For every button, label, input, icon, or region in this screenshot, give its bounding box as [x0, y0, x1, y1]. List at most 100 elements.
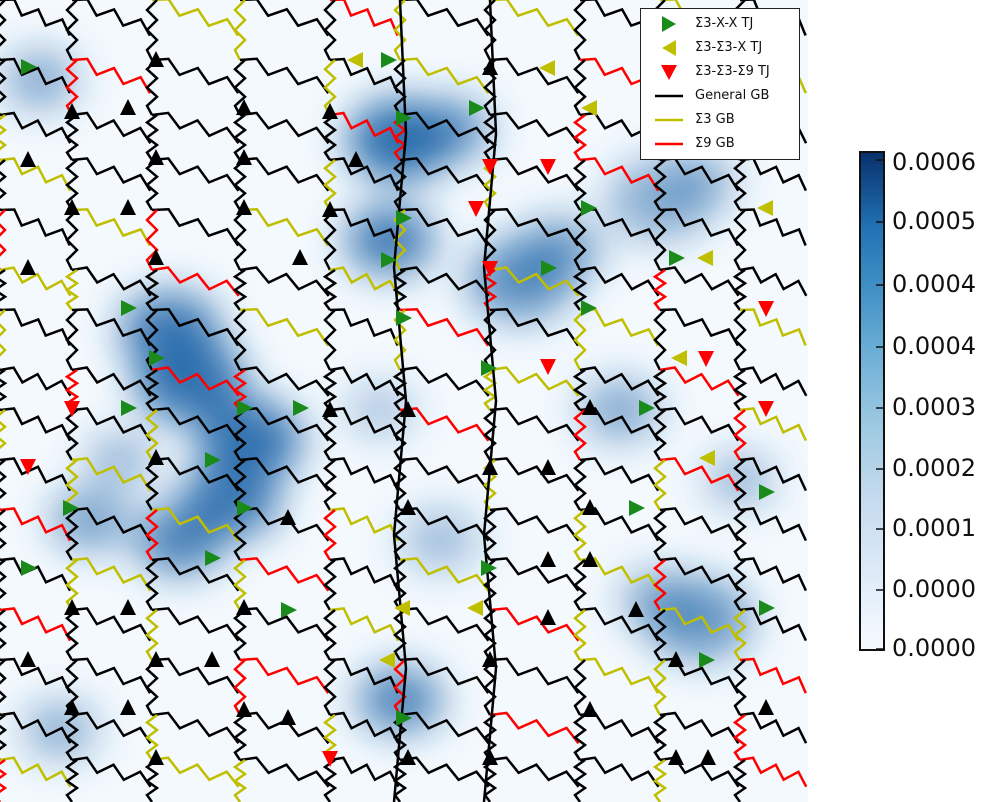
triple-junction-triangle-down — [698, 351, 714, 367]
grain-boundary — [483, 409, 497, 461]
grain-boundary — [572, 268, 588, 311]
triple-junction-triangle-up — [540, 609, 556, 625]
grain-boundary — [151, 711, 240, 745]
grain-boundary — [659, 366, 740, 397]
grain-boundary — [483, 0, 497, 61]
triple-junction-triangle-up — [348, 151, 364, 167]
triple-junction-triangle-up — [148, 249, 164, 265]
grain-boundary — [573, 409, 587, 461]
triple-junction-triangle-right — [396, 310, 412, 326]
grain-boundary — [399, 111, 490, 145]
grain-boundary — [579, 507, 660, 542]
grain-boundary — [392, 114, 408, 161]
triple-junction-triangle-right — [669, 250, 685, 266]
grain-boundary — [733, 559, 747, 611]
grain-boundary — [323, 309, 337, 371]
triple-junction-triangle-up — [280, 509, 296, 525]
grain-boundary — [489, 157, 580, 192]
grain-boundary — [239, 308, 330, 347]
grain-boundary — [573, 209, 587, 271]
triple-junction-triangle-up — [204, 651, 220, 667]
colorbar-gradient — [859, 151, 885, 651]
grain-boundary — [71, 407, 152, 442]
grain-boundary — [659, 266, 740, 297]
triple-junction-triangle-up — [148, 449, 164, 465]
triple-junction-triangle-up — [148, 149, 164, 165]
triple-junction-triangle-right — [481, 560, 497, 576]
grain-boundary — [239, 111, 330, 145]
grain-boundary — [739, 308, 807, 346]
triple-junction-triangle-up — [700, 749, 716, 765]
grain-boundary — [0, 607, 72, 642]
triple-junction-triangle-up — [120, 599, 136, 615]
colorbar-tick-label: 0.0002 — [892, 454, 976, 482]
grain-boundary — [0, 557, 72, 592]
grain-boundary — [490, 0, 580, 37]
colorbar-tick-label: 0.0006 — [892, 148, 976, 176]
legend-entry-s3s3x: Σ3-Σ3-X TJ — [641, 37, 799, 59]
grain-boundary — [739, 711, 808, 744]
triple-junction-triangle-up — [120, 699, 136, 715]
triple-junction-triangle-left — [394, 600, 410, 616]
triple-junction-triangle-up — [400, 749, 416, 765]
grain-boundary — [393, 459, 407, 511]
grain-boundary — [489, 457, 580, 492]
triple-junction-triangle-up — [758, 699, 774, 715]
grain-boundary — [0, 308, 71, 347]
grain-boundary — [399, 266, 490, 297]
grain-boundary — [573, 459, 587, 511]
legend-label: Σ3-Σ3-X TJ — [695, 40, 763, 55]
grain-boundary — [739, 366, 808, 397]
grain-boundary — [579, 208, 659, 247]
triple-junction-triangle-right — [581, 300, 597, 316]
grain-boundary — [489, 507, 580, 542]
grain-boundary — [399, 557, 490, 592]
grain-boundary — [329, 57, 399, 94]
red-line-icon — [655, 142, 683, 146]
grain-boundary — [653, 609, 667, 661]
grain-boundary — [739, 208, 807, 246]
triple-junction-triangle-down — [482, 159, 498, 175]
triple-junction-triangle-left — [347, 52, 363, 68]
grain-boundary — [579, 366, 660, 397]
grain-boundary — [65, 509, 79, 561]
red-triangle-down-icon — [661, 65, 677, 80]
grain-boundary — [0, 507, 72, 542]
grain-boundary — [233, 659, 247, 716]
grain-boundary — [732, 368, 748, 411]
grain-boundary — [489, 308, 580, 347]
grain-boundary — [482, 0, 498, 802]
grain-boundary — [71, 607, 152, 642]
triple-junction-triangle-up — [236, 599, 252, 615]
triple-junction-triangle-right — [121, 300, 137, 316]
grain-boundary — [739, 507, 808, 542]
grain-boundary — [739, 756, 808, 788]
triple-junction-triangle-left — [379, 652, 395, 668]
grain-boundary — [659, 308, 739, 347]
legend: Σ3-X-X TJ Σ3-Σ3-X TJ Σ3-Σ3-Σ9 TJ General… — [640, 8, 800, 160]
grain-boundary — [329, 557, 400, 592]
colorbar-tick-label: 0.0003 — [892, 393, 976, 421]
grain-boundary — [71, 507, 152, 542]
grain-boundary — [144, 714, 160, 761]
density-blob — [51, 490, 129, 550]
grain-boundary — [0, 111, 72, 144]
grain-boundary — [659, 557, 740, 592]
grain-boundary — [573, 509, 587, 561]
grain-boundary — [151, 507, 240, 542]
grain-boundary — [399, 756, 490, 788]
grain-boundary — [652, 714, 668, 761]
grain-boundary — [65, 309, 79, 371]
grain-boundary — [482, 114, 498, 161]
grain-boundary — [739, 457, 808, 492]
grain-boundary — [64, 758, 80, 802]
grain-boundary — [733, 309, 747, 371]
triple-junction-triangle-right — [759, 484, 775, 500]
grain-boundary — [393, 309, 407, 371]
grain-boundary — [71, 457, 152, 492]
grain-boundary — [71, 157, 152, 192]
triple-junction-triangle-right — [481, 360, 497, 376]
grain-boundary — [233, 209, 247, 271]
triple-junction-triangle-right — [699, 652, 715, 668]
